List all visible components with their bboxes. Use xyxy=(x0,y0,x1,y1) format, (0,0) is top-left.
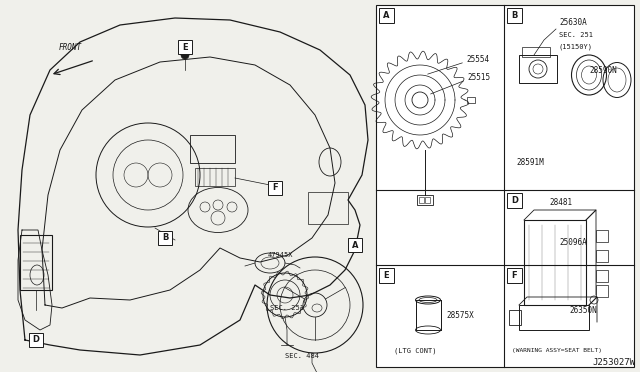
Text: B: B xyxy=(511,11,518,20)
Bar xyxy=(524,220,586,305)
Text: 28481: 28481 xyxy=(549,198,572,207)
Text: 26350N: 26350N xyxy=(569,306,596,315)
Bar xyxy=(379,8,394,23)
Text: (LTG CONT): (LTG CONT) xyxy=(394,347,436,353)
Bar xyxy=(416,300,441,330)
Bar xyxy=(29,333,43,347)
Bar xyxy=(419,197,424,203)
Text: F: F xyxy=(512,271,517,280)
Text: SEC. 251: SEC. 251 xyxy=(559,32,593,38)
Bar xyxy=(379,268,394,283)
Bar xyxy=(268,181,282,195)
Bar xyxy=(522,47,550,57)
Bar xyxy=(467,97,475,103)
Text: F: F xyxy=(272,183,278,192)
Text: B: B xyxy=(162,234,168,243)
Bar xyxy=(519,55,557,83)
Bar xyxy=(348,238,362,252)
Bar xyxy=(507,193,522,208)
Text: 25515: 25515 xyxy=(467,74,490,83)
Text: 25096A: 25096A xyxy=(559,238,587,247)
Bar xyxy=(158,231,172,245)
Text: E: E xyxy=(384,271,389,280)
Bar xyxy=(596,270,608,282)
Text: 25554: 25554 xyxy=(466,55,489,64)
Text: (15150Y): (15150Y) xyxy=(559,43,593,49)
Bar xyxy=(519,305,589,330)
Text: A: A xyxy=(352,241,358,250)
Bar xyxy=(596,250,608,262)
Text: J253027W: J253027W xyxy=(592,358,635,367)
Bar xyxy=(507,268,522,283)
Text: (WARNING ASSY=SEAT BELT): (WARNING ASSY=SEAT BELT) xyxy=(512,348,602,353)
Text: 47945X: 47945X xyxy=(268,252,294,258)
Text: E: E xyxy=(182,42,188,51)
Text: D: D xyxy=(33,336,40,344)
Bar xyxy=(190,135,235,163)
Text: 28590N: 28590N xyxy=(589,66,617,75)
Text: D: D xyxy=(511,196,518,205)
Bar xyxy=(417,195,433,205)
Bar xyxy=(308,192,348,224)
Text: FRONT: FRONT xyxy=(58,43,81,52)
Text: A: A xyxy=(383,11,390,20)
Bar xyxy=(178,40,192,54)
Bar xyxy=(507,8,522,23)
Bar xyxy=(376,5,634,367)
Text: 28575X: 28575X xyxy=(446,311,474,320)
Bar xyxy=(425,197,430,203)
Bar xyxy=(195,168,235,186)
Text: 28591M: 28591M xyxy=(516,158,544,167)
Bar xyxy=(509,310,521,325)
Bar xyxy=(20,235,52,290)
Text: SEC. 251: SEC. 251 xyxy=(270,305,304,311)
Bar xyxy=(596,230,608,242)
Text: 25630A: 25630A xyxy=(559,18,587,27)
Bar xyxy=(596,285,608,297)
Bar xyxy=(0,0,374,372)
Text: SEC. 484: SEC. 484 xyxy=(285,353,319,359)
Circle shape xyxy=(181,51,189,59)
